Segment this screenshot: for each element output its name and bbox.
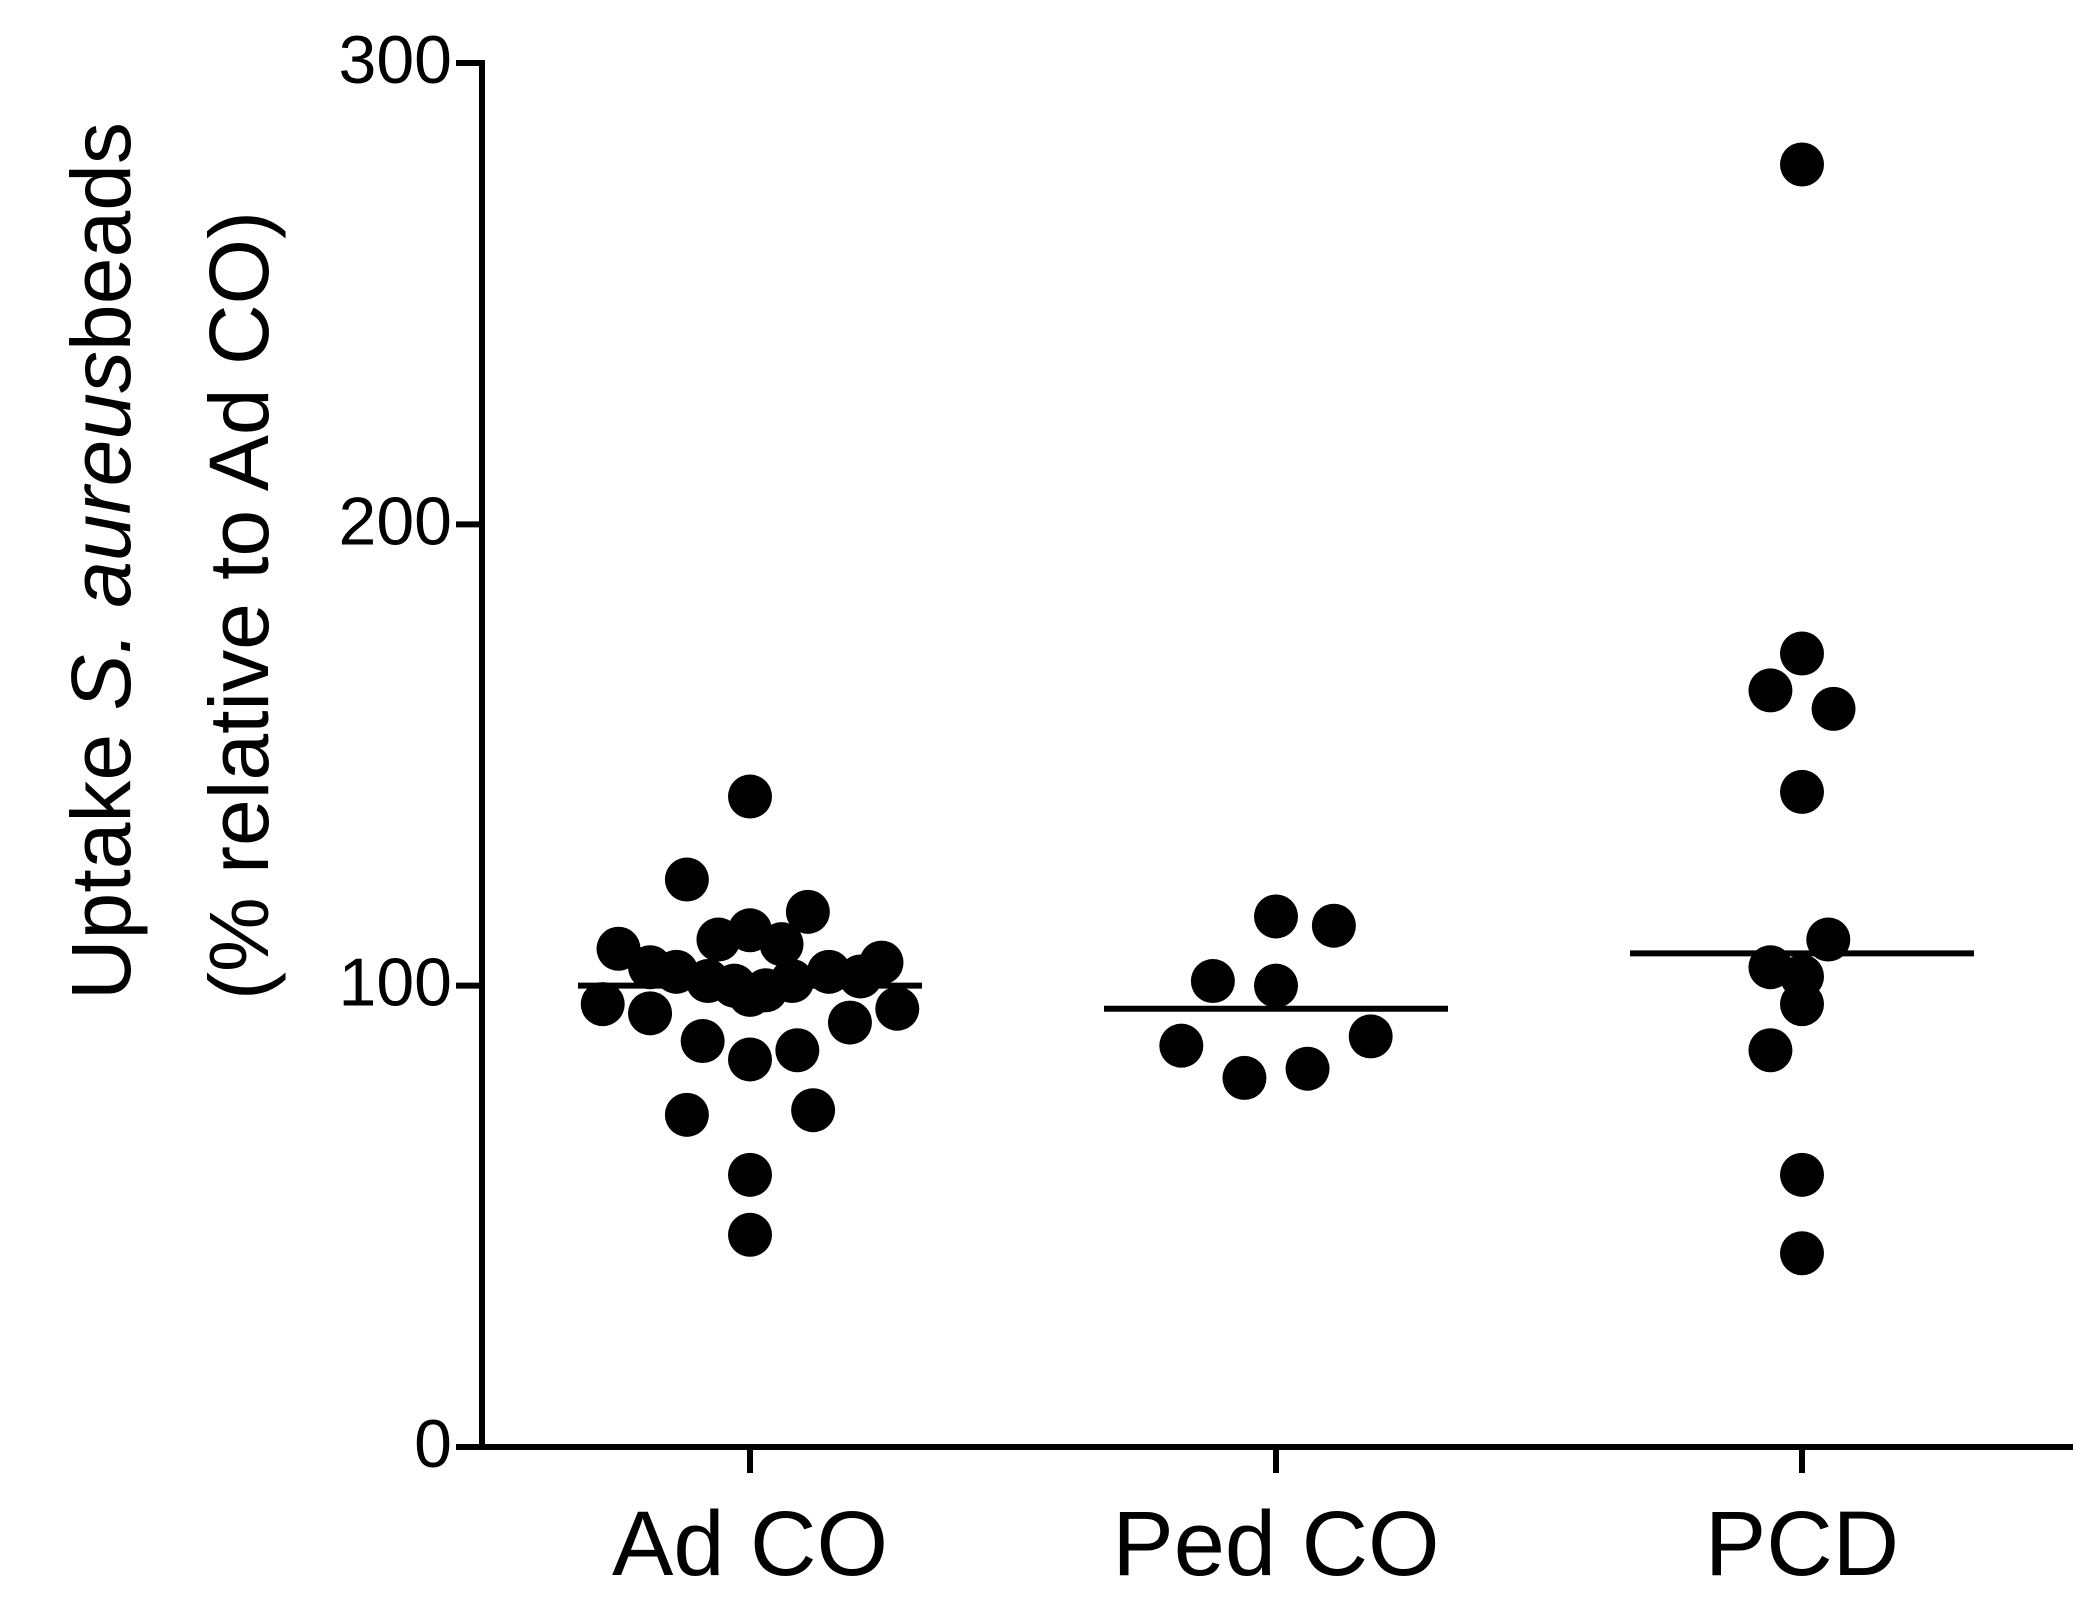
data-point (1780, 982, 1824, 1027)
data-point (680, 1019, 725, 1064)
x-tick-label: PCD (1705, 1493, 1899, 1595)
data-point (728, 774, 772, 819)
data-point (875, 986, 920, 1031)
data-point (1780, 769, 1824, 814)
data-point (1348, 1014, 1393, 1059)
data-point (664, 857, 709, 902)
data-point (1748, 1028, 1793, 1073)
data-point (1811, 686, 1856, 731)
data-point (728, 1152, 772, 1197)
y-axis-label: Uptake S. aureusbeads (% relative to Ad … (54, 122, 286, 1000)
x-tick-label: Ped CO (1112, 1493, 1439, 1595)
data-point (628, 991, 673, 1036)
data-point (1285, 1046, 1330, 1091)
y-tick-label: 100 (339, 945, 452, 1021)
data-point (1780, 631, 1824, 676)
data-point (1780, 1231, 1824, 1276)
data-point (1190, 959, 1235, 1004)
data-point (1222, 1055, 1267, 1100)
x-axis-ticks: Ad CO Ped CO PCD (612, 1447, 1899, 1595)
y-axis-ticks: 0 100 200 300 (339, 22, 482, 1482)
data-point (728, 972, 772, 1017)
data-point (785, 889, 830, 934)
data-points (580, 142, 1856, 1276)
data-point (696, 917, 741, 962)
data-point (728, 1037, 772, 1082)
y-axis-label-line1: Uptake S. aureusbeads (54, 122, 148, 1000)
data-point (580, 982, 625, 1027)
x-tick-label: Ad CO (612, 1493, 888, 1595)
data-point (1780, 1152, 1824, 1197)
y-tick-label: 200 (339, 483, 452, 559)
data-point (1806, 917, 1851, 962)
data-point (791, 1088, 836, 1133)
data-point (728, 1212, 772, 1257)
data-point (759, 922, 804, 967)
data-point (775, 1028, 820, 1073)
data-point (1780, 142, 1824, 187)
data-point (827, 1000, 872, 1045)
axes (479, 60, 2073, 1450)
data-point (1254, 963, 1298, 1008)
data-point (1748, 668, 1793, 713)
data-point (1254, 894, 1298, 939)
data-point (1311, 903, 1356, 948)
y-tick-label: 0 (414, 1406, 452, 1482)
y-tick-label: 300 (339, 22, 452, 98)
data-point (664, 1092, 709, 1137)
data-point (838, 954, 883, 999)
data-point (1159, 1023, 1204, 1068)
y-axis-label-line2: (% relative to Ad CO) (192, 211, 286, 1000)
